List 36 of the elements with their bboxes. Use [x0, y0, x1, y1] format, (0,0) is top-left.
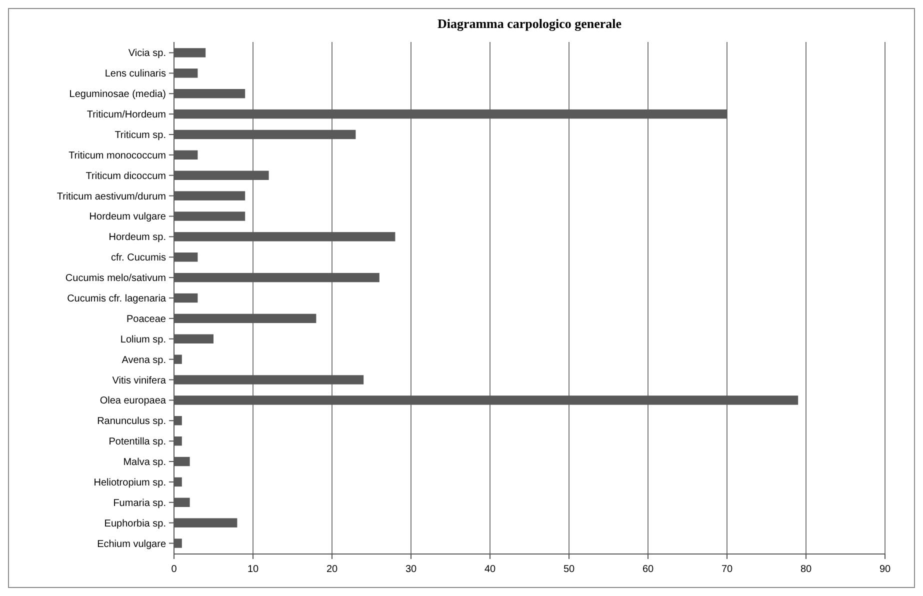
- y-tick-label: Vitis vinifera: [112, 375, 166, 386]
- x-tick-label: 40: [484, 564, 496, 575]
- y-tick-label: Avena sp.: [122, 354, 166, 366]
- y-tick-label: Fumaria sp.: [113, 498, 166, 509]
- y-tick-label: Lolium sp.: [120, 334, 166, 346]
- y-tick-label: Triticum sp.: [114, 130, 166, 141]
- x-tick-label: 30: [405, 564, 417, 575]
- y-tick-label: Triticum monococcum: [68, 150, 166, 162]
- y-tick-label: Cucumis melo/sativum: [65, 273, 166, 284]
- y-tick-label: Heliotropium sp.: [94, 477, 166, 488]
- x-tick-label: 70: [721, 564, 733, 575]
- x-tick-label: 10: [247, 564, 259, 575]
- x-tick-label: 60: [642, 564, 654, 575]
- y-tick-label: Hordeum vulgare: [89, 212, 166, 223]
- y-tick-label: Echium vulgare: [97, 538, 166, 550]
- y-tick-label: Vicia sp.: [128, 48, 166, 60]
- x-tick-label: 50: [563, 564, 575, 575]
- x-tick-label: 20: [326, 564, 338, 575]
- y-tick-label: Hordeum sp.: [108, 232, 166, 244]
- y-tick-label: Triticum dicoccum: [86, 170, 166, 182]
- y-tick-label: Poaceae: [126, 314, 166, 325]
- x-tick-label: 80: [800, 564, 812, 575]
- x-tick-label: 90: [879, 564, 891, 575]
- chart-title: Diagramma carpologico generale: [437, 16, 622, 31]
- y-tick-label: Triticum aestivum/durum: [56, 191, 166, 202]
- y-tick-label: Ranunculus sp.: [97, 416, 166, 428]
- y-tick-label: cfr. Cucumis: [110, 252, 166, 264]
- x-tick-label: 0: [171, 564, 178, 575]
- y-tick-label: Triticum/Hordeum: [86, 110, 166, 121]
- y-tick-label: Euphorbia sp.: [104, 518, 166, 530]
- y-tick-label: Cucumis cfr. lagenaria: [67, 294, 166, 304]
- y-tick-label: Olea europaea: [100, 396, 166, 407]
- y-tick-label: Leguminosae (media): [69, 89, 166, 100]
- y-tick-label: Potentilla sp.: [108, 436, 166, 448]
- y-tick-label: Malva sp.: [123, 457, 166, 468]
- y-tick-label: Lens culinaris: [104, 68, 166, 80]
